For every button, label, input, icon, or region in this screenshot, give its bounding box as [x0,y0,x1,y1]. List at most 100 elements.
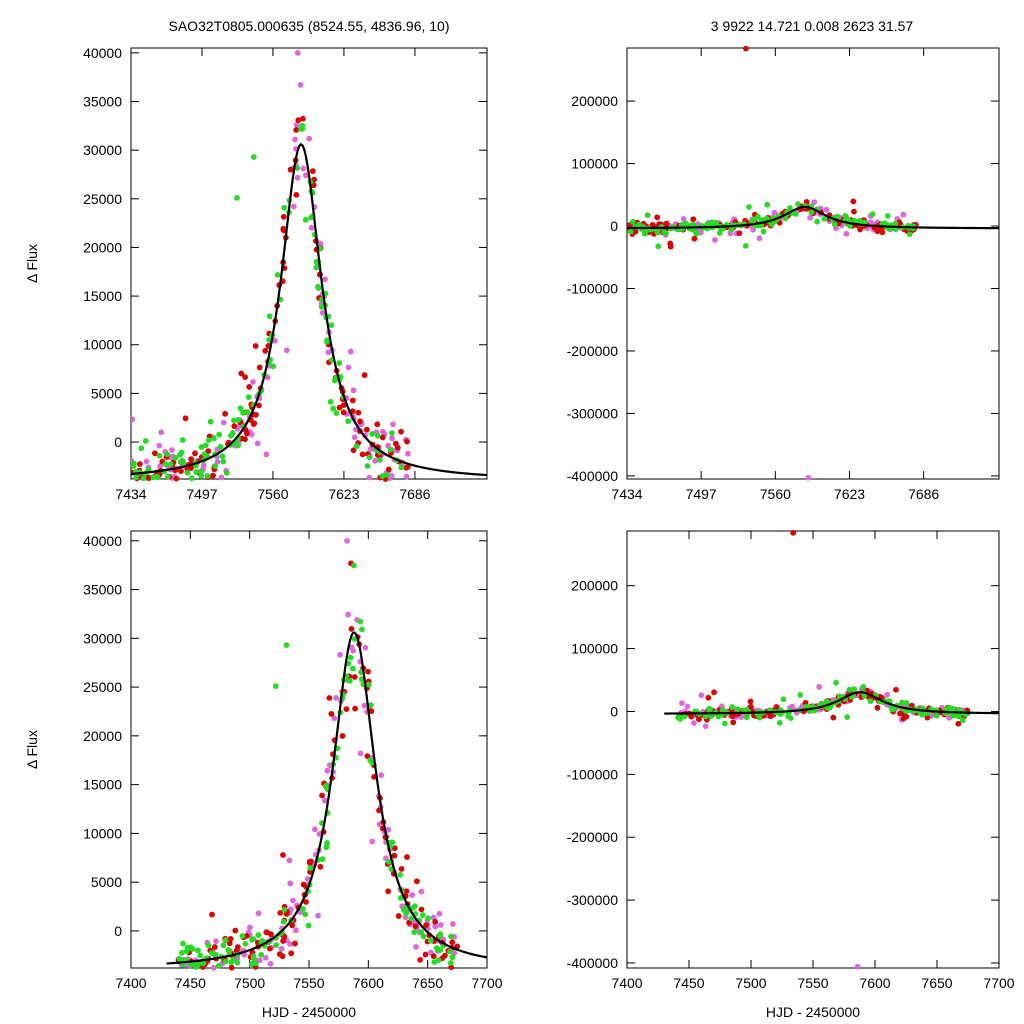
point-green [178,950,185,956]
point-green [172,454,179,461]
point-violet [248,431,255,438]
point-violet [300,165,307,172]
point-red [391,852,398,859]
point-green [903,700,910,706]
point-red [136,461,143,467]
point-green [661,229,667,236]
point-green [198,473,205,479]
point-green [681,713,688,720]
point-violet [294,174,301,181]
point-green [219,453,226,460]
point-green [202,442,209,449]
point-violet [807,214,813,221]
point-red [348,626,355,632]
x-tick-label: 7497 [686,486,717,502]
point-green [222,958,229,965]
point-red [897,710,903,717]
point-green [742,242,749,249]
point-red [398,866,405,872]
point-green [448,933,454,940]
point-green [408,915,415,922]
point-green [357,618,364,625]
point-green [644,212,651,219]
point-green [655,243,662,250]
point-green [305,922,312,929]
x-tick-label: 7400 [611,975,642,991]
point-green [176,451,183,458]
point-outlier [344,537,350,544]
point-outlier [854,963,861,970]
y-tick-label: -400000 [567,468,619,484]
point-green [239,933,246,939]
point-green [367,757,374,764]
point-green [330,405,337,412]
point-green [950,706,957,712]
point-green [302,216,309,223]
point-green [258,951,265,958]
point-green [368,702,374,708]
point-violet [271,337,278,344]
point-red [250,421,257,427]
point-violet [390,421,396,428]
x-tick-label: 7623 [328,486,359,502]
point-red [277,910,284,916]
panel-top-left: 7434 7497 7560 7623 7686 0 5000 10000 15000 20000… [24,45,488,502]
point-green [369,431,375,437]
point-red [287,166,294,173]
y-tick-label: 0 [114,923,122,939]
point-violet [317,240,324,247]
plot-frame [626,47,1000,480]
point-green [851,217,858,224]
point-red [955,720,962,727]
point-red [279,953,286,960]
point-red [649,222,656,228]
point-violet [263,451,270,458]
point-red [830,714,837,721]
point-green [323,338,330,345]
point-red [365,668,371,675]
point-outlier [790,529,797,536]
point-red [385,888,392,895]
point-red [295,117,302,124]
point-violet [698,692,705,699]
point-violet [347,348,354,355]
point-violet [315,912,321,919]
point-red [178,468,184,474]
fit-curve [664,691,999,715]
point-green [418,929,425,935]
point-violet [169,447,175,453]
x-tick-label: 7434 [115,486,146,502]
x-tick-label: 7450 [175,975,206,991]
point-violet [247,924,253,931]
point-red [398,428,404,435]
point-violet [679,700,685,707]
point-green [786,205,793,211]
point-red [654,214,661,221]
x-tick-label: 7700 [983,975,1014,991]
point-red [903,713,910,720]
point-violet [437,922,444,928]
point-violet [702,723,709,730]
point-green [398,464,405,471]
point-green [899,699,905,706]
point-red [412,923,419,930]
point-green [353,443,360,450]
point-violet [220,419,227,426]
x-tick-label: 7497 [186,486,217,502]
point-green [240,409,247,416]
point-green [379,473,386,479]
plot-frame [130,47,488,480]
x-tick-label: 7600 [353,975,384,991]
point-green [281,204,288,211]
point-violet [278,945,285,952]
y-tick-label: 40000 [83,45,122,61]
point-green [869,211,876,218]
y-axis-label: Δ Flux [24,730,40,769]
point-green [906,231,913,238]
point-red [418,906,425,913]
point-red [182,415,189,422]
y-tick-label: 20000 [83,728,122,744]
point-violet [292,136,298,143]
point-outlier [283,642,290,649]
point-violet [680,216,687,222]
